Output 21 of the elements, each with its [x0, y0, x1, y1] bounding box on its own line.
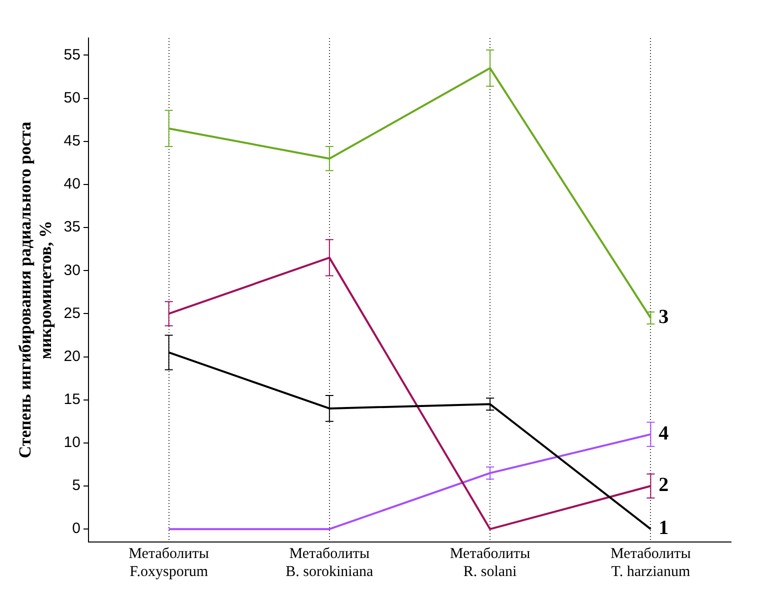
- y-tick-label: 45: [64, 132, 80, 150]
- y-tick-label: 15: [64, 390, 80, 408]
- series-label: 2: [658, 474, 669, 496]
- y-tick-label: 10: [64, 434, 80, 452]
- y-axis-title: Степень ингибирования радиального роста микромицетов, %: [16, 121, 55, 458]
- y-tick-label: 30: [64, 262, 80, 279]
- y-tick-label: 55: [64, 46, 80, 64]
- series-label: 1: [658, 517, 669, 540]
- y-tick-label: 50: [64, 89, 80, 106]
- y-tick-label: 25: [64, 304, 80, 322]
- x-tick-label: Метаболиты T. harzianum: [610, 546, 691, 580]
- x-tick-label: Метаболиты F.oxysporum: [128, 546, 209, 580]
- x-tick-label: Метаболиты B. sorokiniana: [286, 546, 374, 580]
- series-label: 3: [658, 306, 669, 328]
- y-tick-label: 0: [72, 520, 80, 538]
- y-tick-label: 5: [72, 477, 80, 494]
- y-tick-label: 40: [64, 176, 80, 193]
- x-tick-label: Метаболиты R. solani: [450, 546, 530, 580]
- series-label: 4: [658, 422, 669, 444]
- y-tick-label: 20: [64, 348, 80, 365]
- y-tick-label: 35: [64, 218, 80, 236]
